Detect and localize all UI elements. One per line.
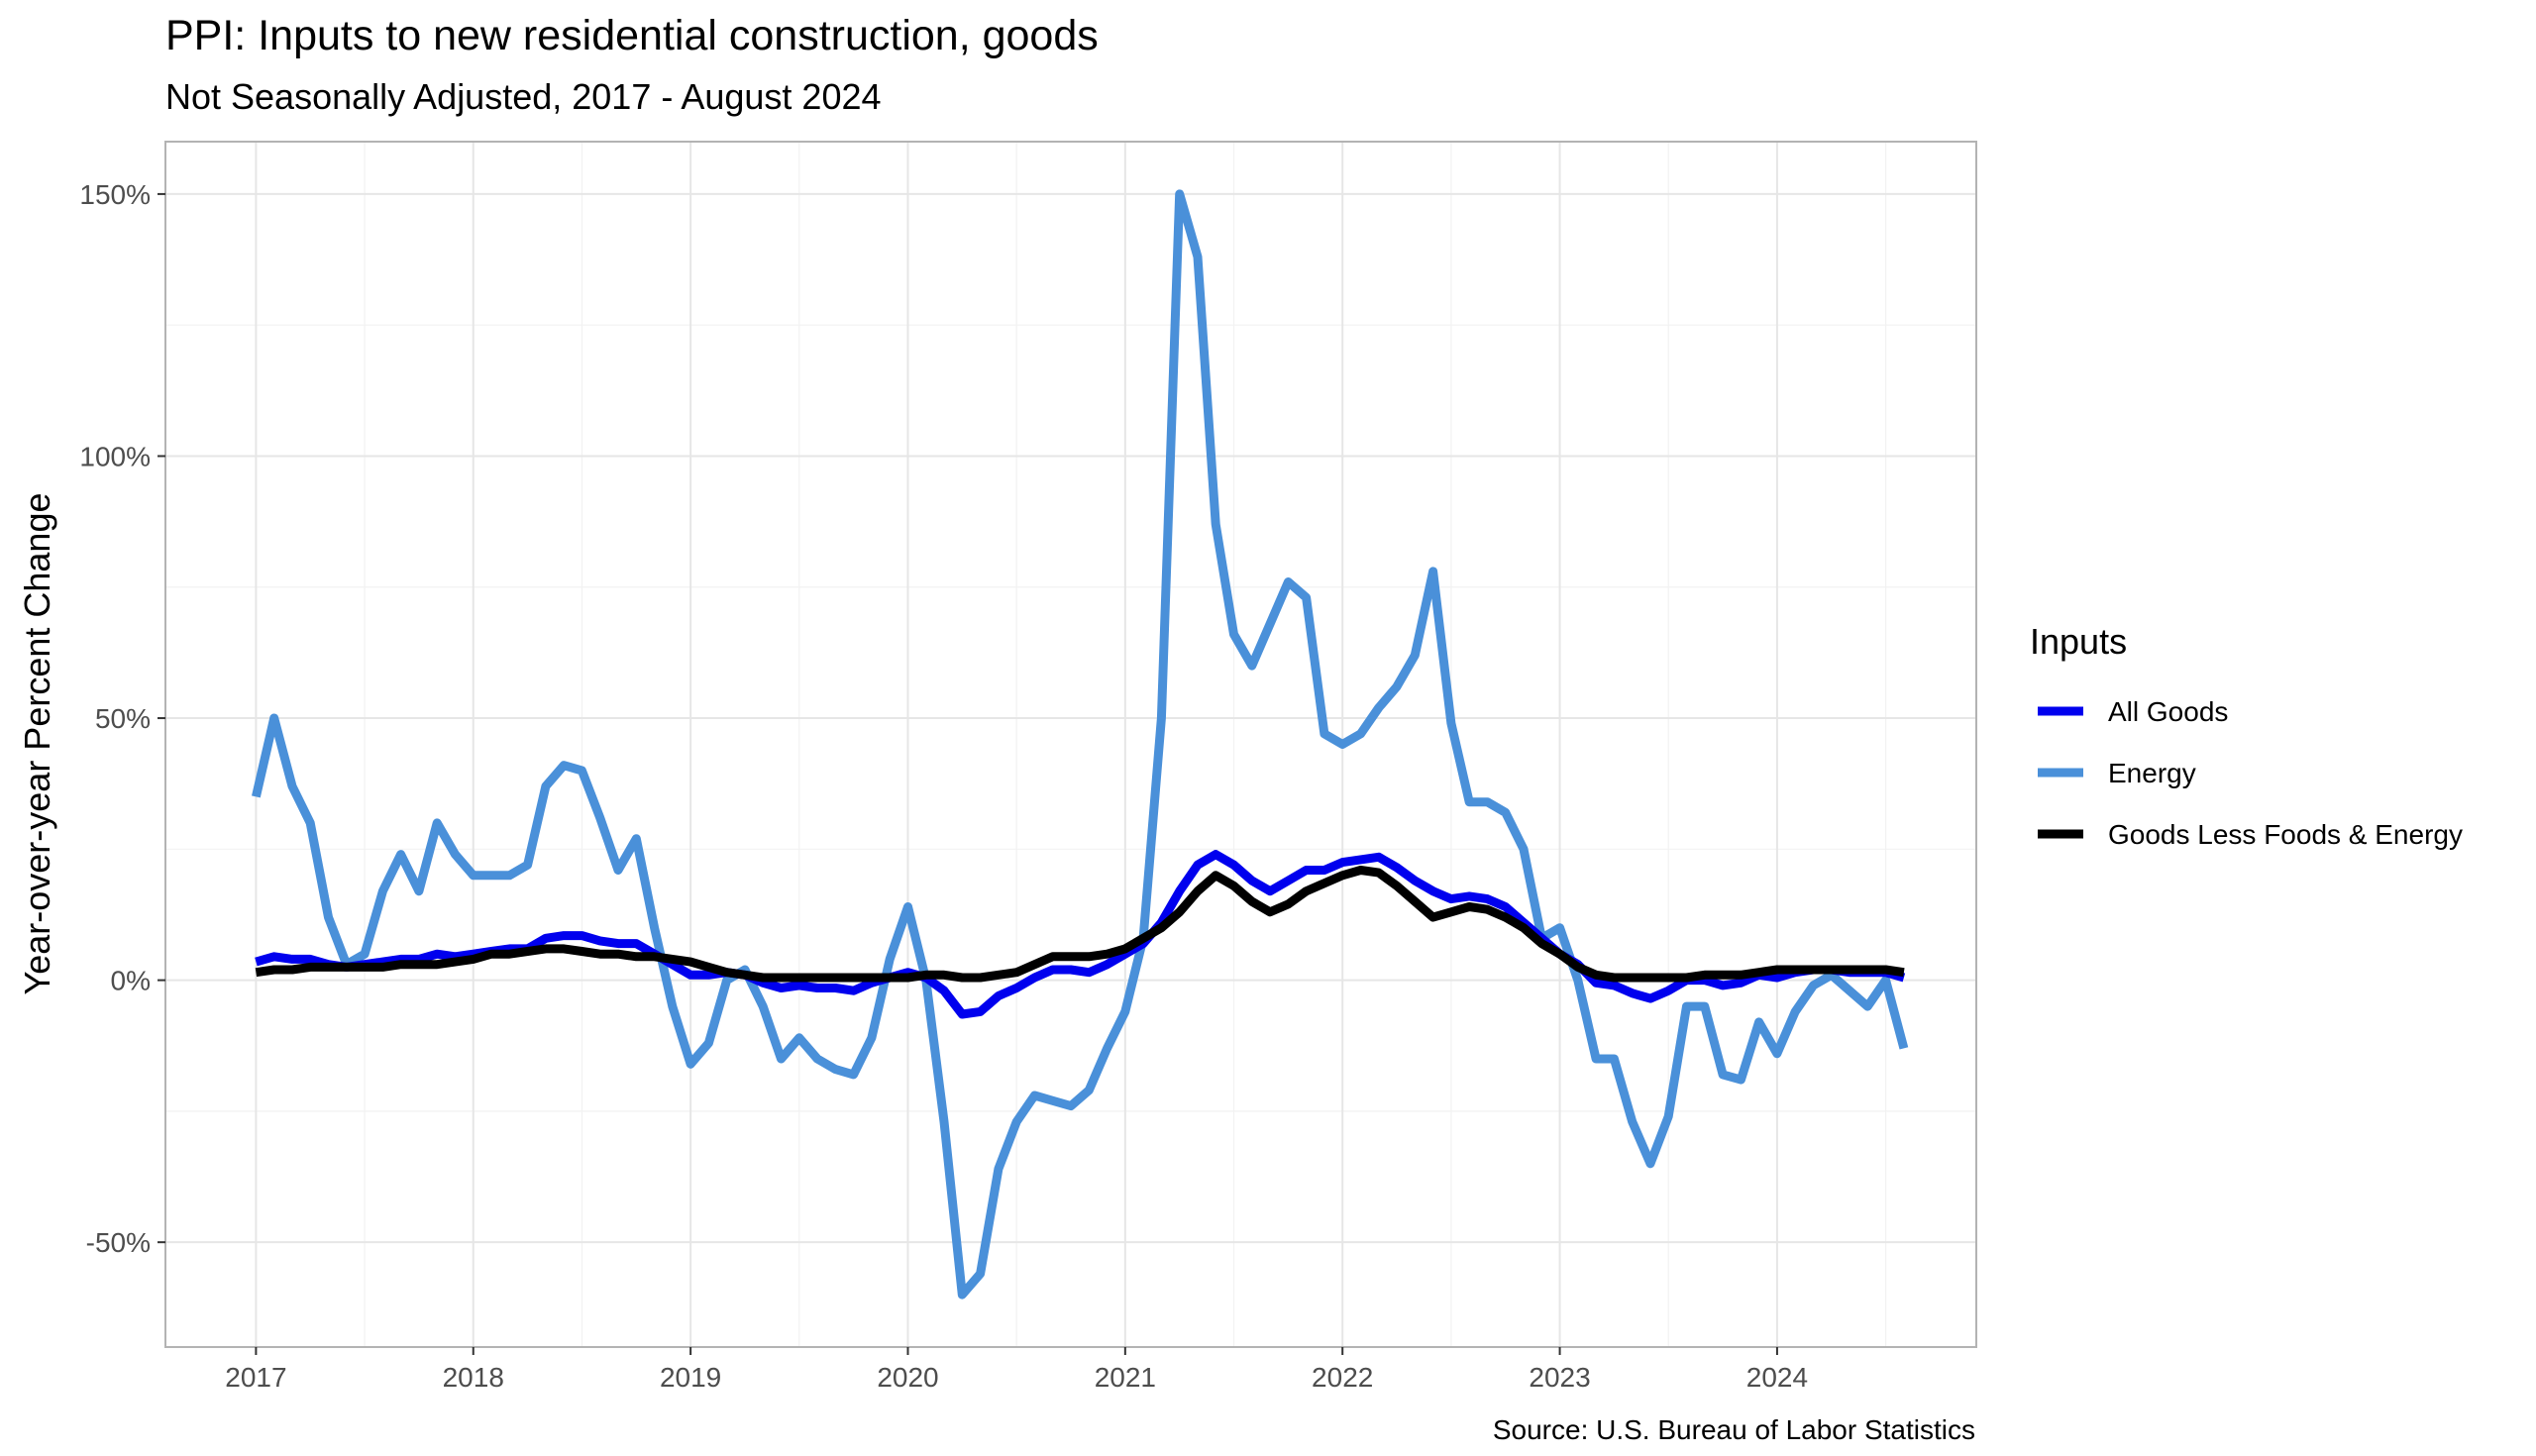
series-lines <box>252 189 1909 1300</box>
minor-gridlines <box>165 142 1976 1347</box>
legend-label-all-goods: All Goods <box>2108 696 2228 727</box>
x-tick-label: 2019 <box>660 1362 721 1393</box>
major-gridlines <box>165 142 1976 1347</box>
series-line-energy <box>252 189 1909 1300</box>
legend: Inputs All Goods Energy Goods Less Foods &… <box>2030 621 2463 850</box>
y-axis-title: Year-over-year Percent Change <box>17 493 57 995</box>
x-tick-label: 2022 <box>1312 1362 1373 1393</box>
chart-subtitle: Not Seasonally Adjusted, 2017 - August 2… <box>165 76 882 117</box>
x-tick-label: 2017 <box>225 1362 286 1393</box>
x-tick-label: 2020 <box>877 1362 938 1393</box>
y-tick-label: 50% <box>95 703 151 734</box>
source-caption: Source: U.S. Bureau of Labor Statistics <box>1493 1414 1975 1445</box>
y-tick-label: -50% <box>86 1227 151 1258</box>
x-tick-label: 2021 <box>1095 1362 1156 1393</box>
y-tick-label: 100% <box>79 441 151 471</box>
legend-label-energy: Energy <box>2108 758 2196 788</box>
y-tick-label: 150% <box>79 179 151 210</box>
plot-panel-border <box>164 141 1977 1348</box>
y-tick-label: 0% <box>111 966 151 996</box>
y-axis-ticks: -50% 0% 50% 100% 150% <box>79 179 165 1258</box>
legend-title: Inputs <box>2030 621 2127 662</box>
x-tick-label: 2023 <box>1529 1362 1590 1393</box>
chart-title: PPI: Inputs to new residential construct… <box>165 12 1099 59</box>
series-line-goods-less-foods-energy <box>255 866 1905 983</box>
legend-label-goods-less-foods-energy: Goods Less Foods & Energy <box>2108 819 2463 850</box>
x-tick-label: 2018 <box>443 1362 504 1393</box>
x-tick-label: 2024 <box>1746 1362 1808 1393</box>
x-axis-ticks: 2017 2018 2019 2020 2021 2022 2023 2024 <box>225 1347 1808 1393</box>
